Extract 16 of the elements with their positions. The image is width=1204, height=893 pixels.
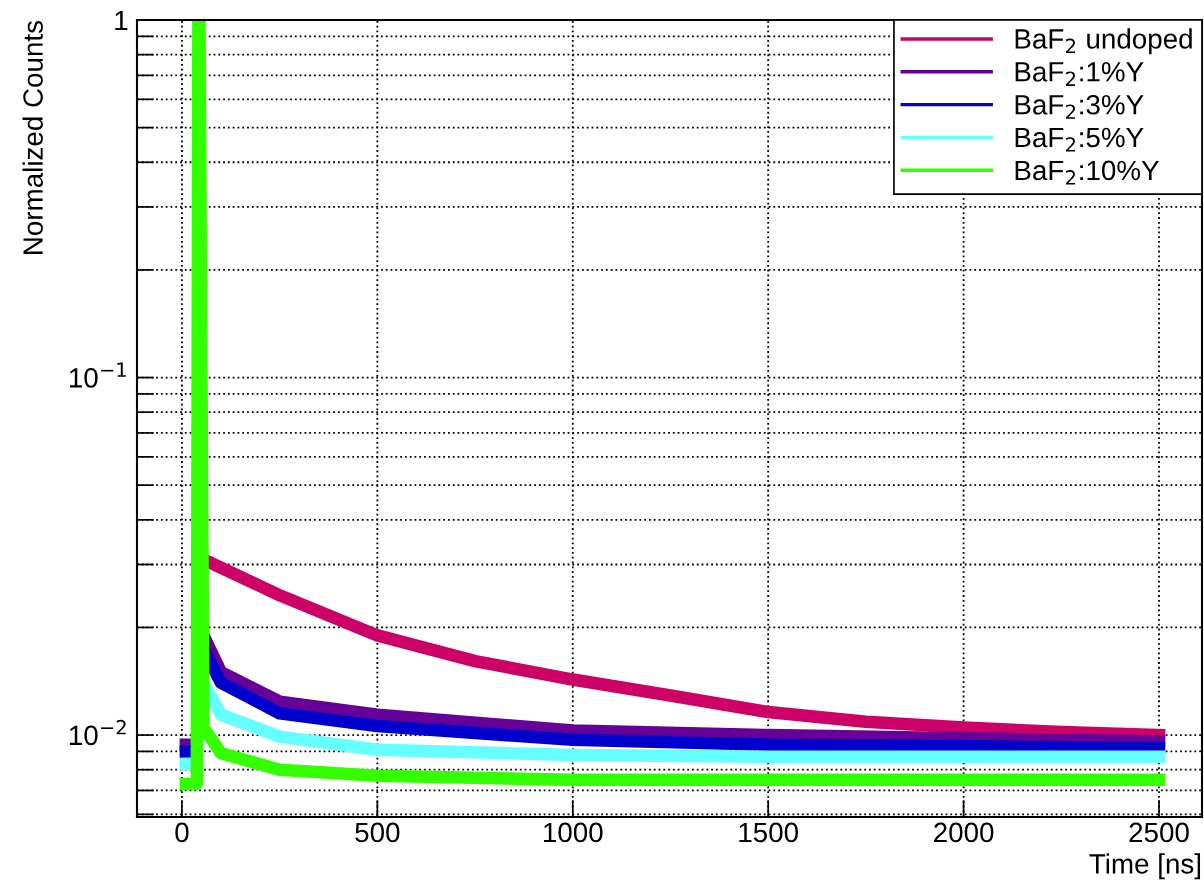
y-axis-title: Normalized Counts [22,20,43,254]
y-tick-label: 10$^{−2}$ [69,719,126,746]
x-tick-label: 1500 [739,822,798,843]
x-axis-title: Time [ns] [1089,853,1201,880]
x-tick-label: 1000 [543,822,603,843]
legend-label: BaF$_{2}$:5%Y [1015,127,1144,152]
legend-label: BaF$_{2}$:10%Y [1015,160,1159,185]
legend-label: BaF$_{2}$ undoped [1015,28,1192,55]
x-tick-label: 2000 [934,822,994,843]
x-tick-label: 500 [355,822,400,843]
x-tick-label: 0 [175,822,189,843]
legend-label: BaF$_{2}$:1%Y [1015,62,1144,86]
legend-label: BaF$_{2}$:3%Y [1015,94,1144,119]
x-tick-label: 2500 [1129,822,1189,843]
y-tick-label: 1 [115,10,128,31]
y-tick-label: 10$^{−1}$ [69,362,126,388]
